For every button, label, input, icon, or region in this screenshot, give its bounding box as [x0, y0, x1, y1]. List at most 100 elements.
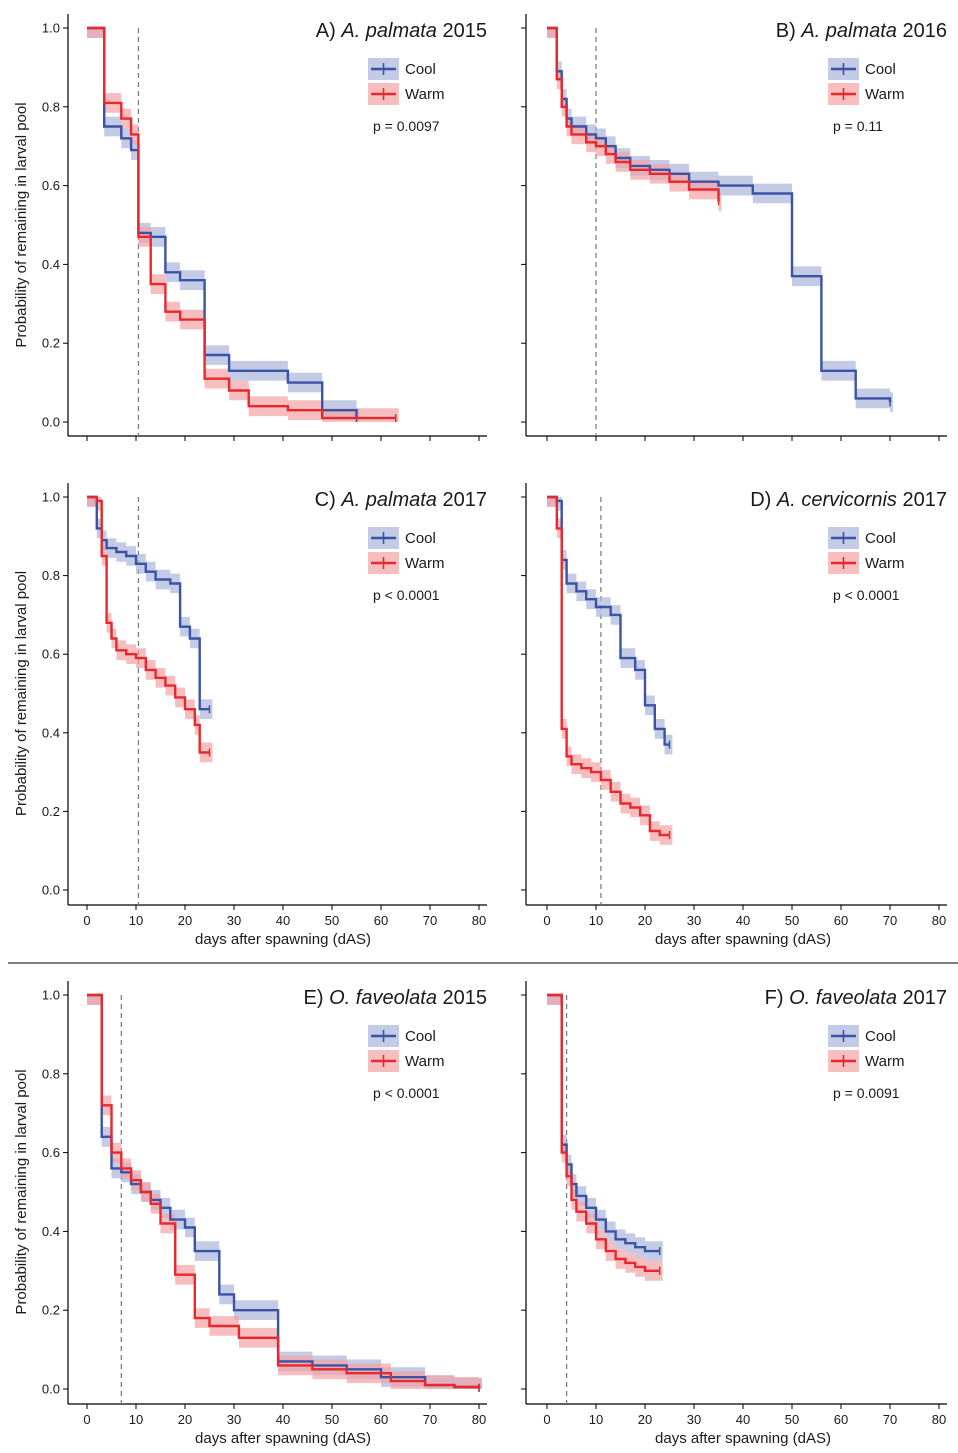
p-value: p = 0.0091 [833, 1085, 900, 1101]
panel-title-prefix: D) [750, 489, 777, 511]
x-tick-label: 10 [589, 1412, 603, 1427]
panel-title-prefix: A) [316, 20, 342, 42]
legend-label-warm: Warm [865, 1053, 904, 1070]
x-tick-label: 60 [834, 1412, 848, 1427]
series-line-cool [87, 993, 481, 1389]
panel-c: 0.0 0.2 0.4 0.6 0.8 1.0 0 10 20 30 40 50 60 70 80 days … [13, 483, 487, 948]
p-value: p = 0.0097 [373, 118, 440, 134]
x-tick-label: 40 [736, 1412, 750, 1427]
panel-title-species: A. palmata [800, 20, 897, 42]
y-tick-label: 0.4 [42, 725, 60, 740]
x-axis-label: days after spawning (dAS) [195, 931, 371, 948]
x-tick-label: 60 [834, 913, 848, 928]
y-tick-label: 0.2 [42, 1303, 60, 1318]
panel-title-species: A. palmata [340, 20, 437, 42]
y-axis-label: Probability of remaining in larval pool [13, 1069, 30, 1314]
confidence-band-warm [547, 497, 673, 845]
x-tick-label: 0 [543, 913, 550, 928]
panel-title-year: 2016 [897, 20, 947, 42]
panel-title-species: O. faveolata [789, 987, 897, 1009]
y-tick-label: 0.2 [42, 804, 60, 819]
panel-a: 0.0 0.2 0.4 0.6 0.8 1.0 Probability of remaini… [13, 14, 487, 441]
series-line-warm [87, 993, 481, 1389]
panel-title: B) A. palmata 2016 [776, 20, 947, 42]
legend-label-cool: Cool [405, 1028, 436, 1045]
panel-title-species: O. faveolata [329, 987, 437, 1009]
x-tick-label: 70 [423, 1412, 437, 1427]
legend-label-cool: Cool [865, 1028, 896, 1045]
panel-f: 0 10 20 30 40 50 60 70 80 days after spawning (dA… [521, 981, 947, 1447]
p-value: p < 0.0001 [833, 587, 900, 603]
panel-title-year: 2017 [897, 987, 947, 1009]
confidence-band-warm [547, 28, 722, 212]
series-line-cool [87, 26, 358, 419]
panel-title: F) O. faveolata 2017 [765, 987, 947, 1009]
x-tick-label: 70 [883, 1412, 897, 1427]
y-tick-label: 0.8 [42, 568, 60, 583]
x-tick-label: 20 [638, 1412, 652, 1427]
legend-label-cool: Cool [865, 61, 896, 78]
panel-title-year: 2015 [437, 987, 487, 1009]
x-tick-label: 30 [227, 913, 241, 928]
confidence-band-warm [87, 497, 213, 763]
panel-e: 0.0 0.2 0.4 0.6 0.8 1.0 0 10 20 30 40 50 60 70 80 days … [13, 981, 487, 1447]
panel-title-species: A. palmata [340, 489, 437, 511]
x-tick-label: 0 [543, 1412, 550, 1427]
panel-d: 0 10 20 30 40 50 60 70 80 days after spawning (dA… [521, 483, 947, 948]
x-tick-label: 0 [83, 1412, 90, 1427]
legend-label-cool: Cool [405, 530, 436, 547]
x-tick-label: 50 [785, 1412, 799, 1427]
x-axis-label: days after spawning (dAS) [655, 1430, 831, 1447]
x-tick-label: 20 [638, 913, 652, 928]
x-tick-label: 40 [276, 913, 290, 928]
x-tick-label: 40 [736, 913, 750, 928]
x-tick-label: 80 [932, 1412, 946, 1427]
p-value: p < 0.0001 [373, 1085, 440, 1101]
x-tick-label: 40 [276, 1412, 290, 1427]
series-line-warm [547, 993, 660, 1272]
legend-label-cool: Cool [865, 530, 896, 547]
x-tick-label: 30 [227, 1412, 241, 1427]
x-tick-label: 50 [325, 913, 339, 928]
y-tick-label: 0.6 [42, 178, 60, 193]
legend-label-warm: Warm [405, 86, 444, 103]
x-tick-label: 10 [589, 913, 603, 928]
y-tick-label: 0.0 [42, 883, 60, 898]
series-line-warm [547, 495, 670, 837]
panel-title: E) O. faveolata 2015 [304, 987, 487, 1009]
y-tick-label: 0.6 [42, 1145, 60, 1160]
x-tick-label: 20 [178, 1412, 192, 1427]
x-tick-label: 20 [178, 913, 192, 928]
legend-label-cool: Cool [405, 61, 436, 78]
y-axis-label: Probability of remaining in larval pool [13, 102, 30, 347]
x-tick-label: 10 [129, 1412, 143, 1427]
x-tick-label: 0 [83, 913, 90, 928]
x-tick-label: 50 [785, 913, 799, 928]
legend-label-warm: Warm [405, 1053, 444, 1070]
x-tick-label: 30 [687, 913, 701, 928]
y-tick-label: 0.4 [42, 257, 60, 272]
panel-title-prefix: C) [315, 489, 342, 511]
legend-label-warm: Warm [865, 555, 904, 572]
y-tick-label: 0.8 [42, 99, 60, 114]
x-tick-label: 60 [374, 913, 388, 928]
panel-title-prefix: F) [765, 987, 789, 1009]
panel-title-year: 2015 [437, 20, 487, 42]
panel-title: A) A. palmata 2015 [316, 20, 487, 42]
x-tick-label: 80 [472, 1412, 486, 1427]
y-tick-label: 1.0 [42, 988, 60, 1003]
confidence-band-cool [547, 497, 673, 755]
x-tick-label: 70 [423, 913, 437, 928]
y-tick-label: 1.0 [42, 490, 60, 505]
p-value: p = 0.11 [833, 118, 883, 134]
x-tick-label: 80 [472, 913, 486, 928]
y-tick-label: 0.2 [42, 336, 60, 351]
x-axis-label: days after spawning (dAS) [655, 931, 831, 948]
x-tick-label: 30 [687, 1412, 701, 1427]
series-line-warm [87, 495, 210, 754]
panel-b: B) A. palmata 2016 Cool Warm p = 0.11 [521, 14, 947, 441]
y-axis-label: Probability of remaining in larval pool [13, 571, 30, 816]
x-tick-label: 60 [374, 1412, 388, 1427]
y-tick-label: 0.8 [42, 1066, 60, 1081]
x-tick-label: 80 [932, 913, 946, 928]
